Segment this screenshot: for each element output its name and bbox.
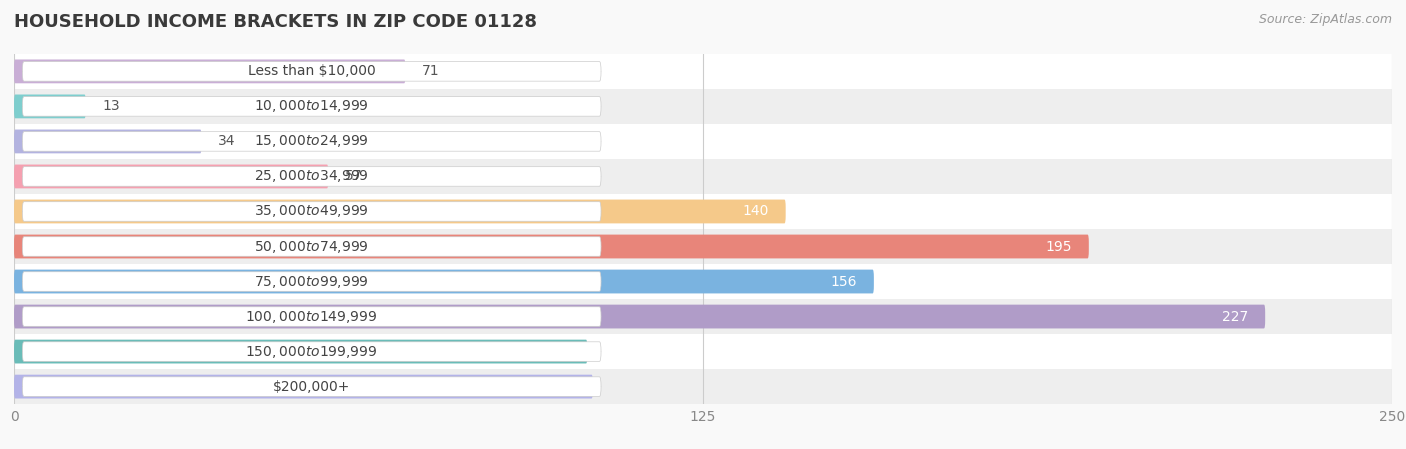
FancyBboxPatch shape — [22, 237, 600, 256]
FancyBboxPatch shape — [22, 62, 600, 81]
Text: Less than $10,000: Less than $10,000 — [247, 64, 375, 79]
FancyBboxPatch shape — [22, 202, 600, 221]
Bar — [14, 194, 1392, 229]
Bar — [14, 89, 1392, 124]
Text: $200,000+: $200,000+ — [273, 379, 350, 394]
Text: $25,000 to $34,999: $25,000 to $34,999 — [254, 168, 368, 185]
FancyBboxPatch shape — [14, 94, 86, 119]
Text: 13: 13 — [103, 99, 120, 114]
FancyBboxPatch shape — [14, 374, 593, 399]
Bar — [14, 334, 1392, 369]
Bar — [14, 264, 1392, 299]
Text: $100,000 to $149,999: $100,000 to $149,999 — [246, 308, 378, 325]
Bar — [14, 369, 1392, 404]
Text: $15,000 to $24,999: $15,000 to $24,999 — [254, 133, 368, 150]
Text: $35,000 to $49,999: $35,000 to $49,999 — [254, 203, 368, 220]
Text: 227: 227 — [1222, 309, 1249, 324]
Text: $50,000 to $74,999: $50,000 to $74,999 — [254, 238, 368, 255]
Text: 140: 140 — [742, 204, 769, 219]
Bar — [14, 299, 1392, 334]
FancyBboxPatch shape — [22, 307, 600, 326]
Bar — [14, 229, 1392, 264]
Text: $10,000 to $14,999: $10,000 to $14,999 — [254, 98, 368, 114]
Bar — [14, 54, 1392, 89]
FancyBboxPatch shape — [14, 304, 1265, 329]
FancyBboxPatch shape — [22, 272, 600, 291]
Text: 57: 57 — [344, 169, 363, 184]
Text: $75,000 to $99,999: $75,000 to $99,999 — [254, 273, 368, 290]
Text: $150,000 to $199,999: $150,000 to $199,999 — [246, 343, 378, 360]
Text: 71: 71 — [422, 64, 440, 79]
Text: 195: 195 — [1046, 239, 1073, 254]
Bar — [14, 159, 1392, 194]
FancyBboxPatch shape — [14, 269, 875, 294]
FancyBboxPatch shape — [22, 377, 600, 396]
FancyBboxPatch shape — [22, 97, 600, 116]
FancyBboxPatch shape — [14, 339, 588, 364]
Bar — [14, 124, 1392, 159]
FancyBboxPatch shape — [14, 199, 786, 224]
Text: Source: ZipAtlas.com: Source: ZipAtlas.com — [1258, 13, 1392, 26]
FancyBboxPatch shape — [14, 129, 201, 154]
Text: 105: 105 — [550, 379, 576, 394]
FancyBboxPatch shape — [14, 164, 328, 189]
FancyBboxPatch shape — [14, 234, 1088, 259]
FancyBboxPatch shape — [22, 342, 600, 361]
Text: 34: 34 — [218, 134, 235, 149]
Text: 156: 156 — [831, 274, 858, 289]
Text: HOUSEHOLD INCOME BRACKETS IN ZIP CODE 01128: HOUSEHOLD INCOME BRACKETS IN ZIP CODE 01… — [14, 13, 537, 31]
FancyBboxPatch shape — [22, 167, 600, 186]
FancyBboxPatch shape — [22, 132, 600, 151]
Text: 104: 104 — [544, 344, 571, 359]
FancyBboxPatch shape — [14, 59, 405, 84]
